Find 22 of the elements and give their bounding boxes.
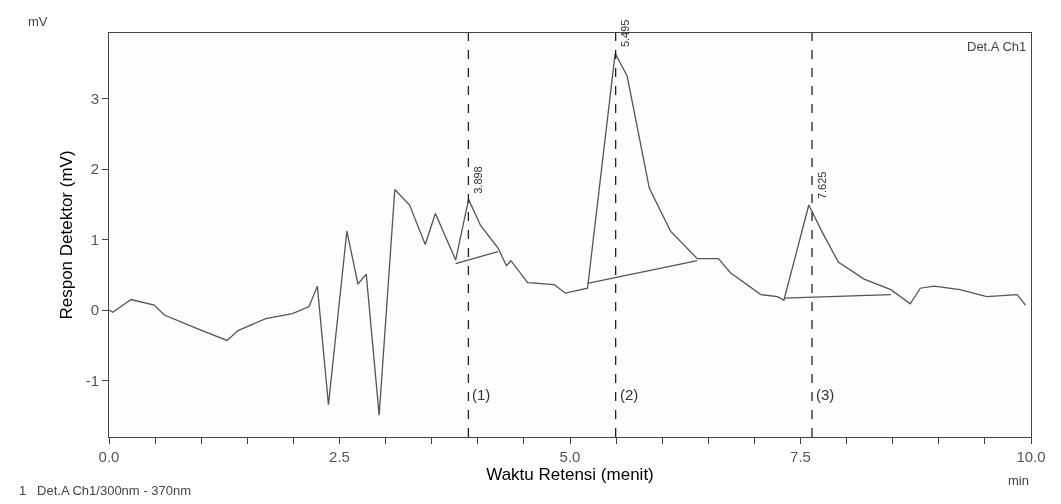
annotation: Det.A Ch1 — [967, 39, 1027, 54]
annotation: (3) — [816, 386, 835, 403]
x-tick-label: 0.0 — [98, 448, 120, 465]
annotation: (1) — [472, 386, 491, 403]
annotation: 3.898 — [472, 166, 485, 194]
y-tick-label: 3 — [90, 89, 99, 107]
y-tick-label: 1 — [90, 230, 99, 248]
text: 1 Det.A Ch1/300nm - 370nm — [19, 483, 191, 498]
x-tick-label: 5.0 — [559, 448, 581, 465]
x-tick-label: 10.0 — [1016, 448, 1046, 465]
text: min — [1008, 473, 1029, 488]
y-tick-label: 2 — [90, 160, 99, 178]
annotation: (2) — [620, 386, 639, 403]
y-axis-title: Respon Detektor (mV) — [57, 150, 77, 320]
annotation: 5.495 — [619, 19, 632, 48]
y-tick-label: -1 — [85, 371, 99, 389]
x-axis-title: Waktu Retensi (menit) — [486, 465, 654, 484]
annotation: 7.625 — [816, 171, 828, 200]
x-tick-label: 7.5 — [790, 448, 811, 465]
text: mV — [28, 14, 48, 29]
y-tick-label: 0 — [90, 301, 99, 319]
x-tick-label: 2.5 — [329, 448, 350, 465]
